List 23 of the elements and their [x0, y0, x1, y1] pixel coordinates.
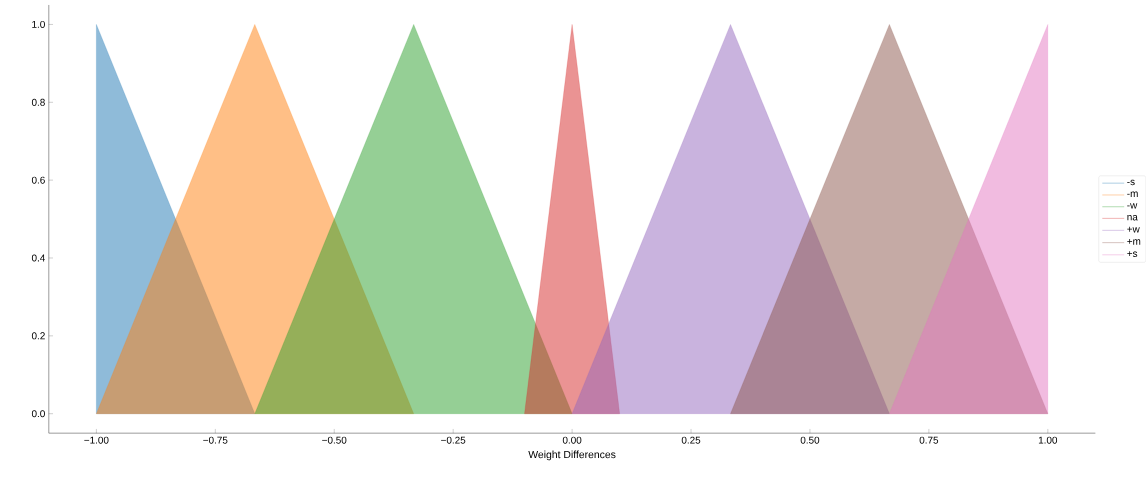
x-tick-label: 1.00 — [1038, 436, 1058, 444]
x-tick-label: −1.00 — [84, 436, 109, 444]
x-tick-label: −0.75 — [203, 436, 228, 444]
y-tick-label: 0.2 — [31, 332, 45, 340]
x-tick-label: 0.75 — [919, 436, 939, 444]
legend-label: na — [1127, 215, 1138, 221]
legend-label: -m — [1127, 191, 1138, 197]
y-tick-label: 1.0 — [32, 20, 45, 28]
x-tick-label: −0.25 — [441, 436, 466, 444]
y-tick-label: 0.6 — [31, 176, 45, 184]
x-axis-title: Weight Differences — [528, 450, 616, 461]
legend-label: +m — [1127, 239, 1141, 245]
x-tick-label: −0.50 — [322, 436, 347, 444]
legend-label: +s — [1127, 251, 1138, 258]
x-tick-label: 0.25 — [681, 436, 701, 444]
y-tick-label: 0.0 — [31, 410, 45, 418]
x-tick-label: 0.00 — [562, 436, 582, 444]
legend-label: -s — [1127, 179, 1135, 186]
y-tick-label: 0.8 — [31, 98, 45, 106]
legend-label: +w — [1127, 226, 1140, 233]
x-tick-label: 0.50 — [800, 436, 820, 444]
y-tick-label: 0.4 — [31, 254, 46, 262]
legend-label: -w — [1127, 203, 1138, 209]
